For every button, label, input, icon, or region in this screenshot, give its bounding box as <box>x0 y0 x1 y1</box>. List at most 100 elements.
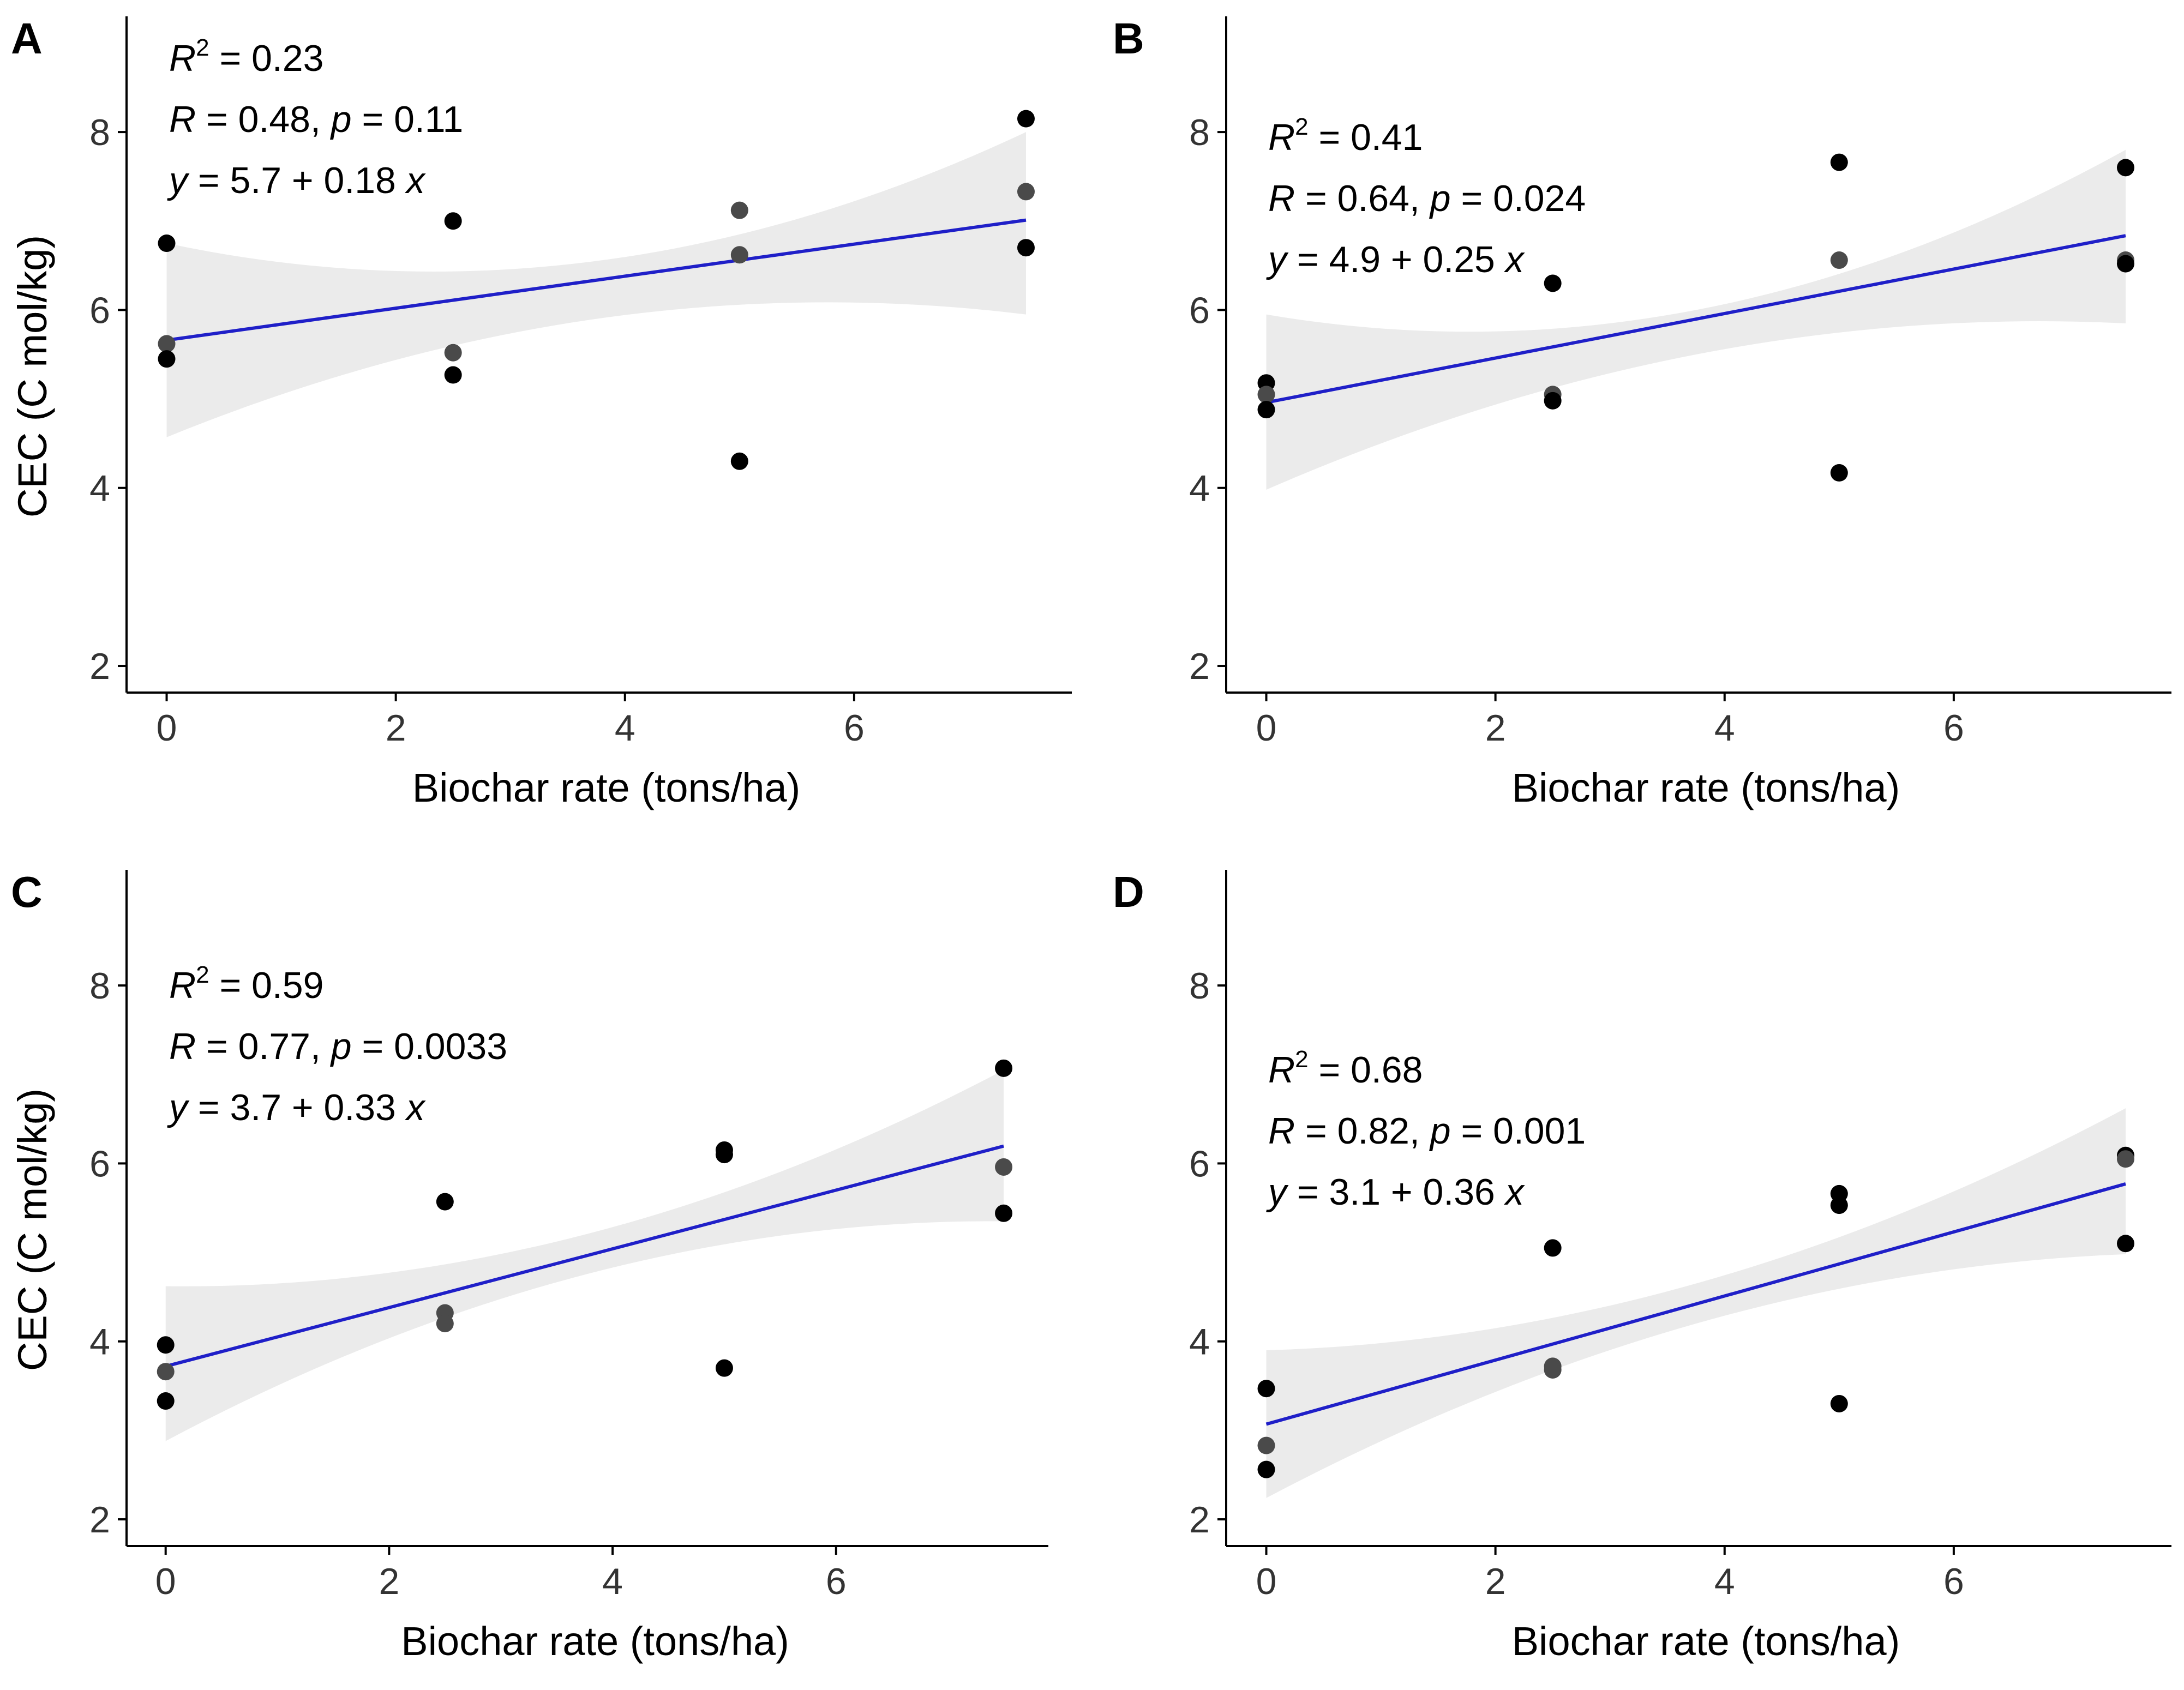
data-point <box>158 234 176 252</box>
y-tick-label: 4 <box>89 1321 110 1363</box>
x-tick-label: 4 <box>602 1561 623 1602</box>
regression-line <box>1265 1182 2126 1426</box>
data-point <box>444 212 462 230</box>
x-tick-label: 6 <box>1943 707 1964 749</box>
y-tick-label: 6 <box>89 290 110 331</box>
x-tick-label: 0 <box>1256 1561 1277 1602</box>
r-squared-label: R2 = 0.68 <box>1268 1046 1423 1091</box>
data-point <box>995 1158 1013 1176</box>
data-point <box>157 1336 175 1354</box>
data-point <box>436 1315 454 1333</box>
y-tick-label: 8 <box>89 112 110 153</box>
y-axis-title: CEC (C mol/kg) <box>10 235 55 518</box>
x-axis-title: Biochar rate (tons/ha) <box>1512 765 1900 810</box>
data-point <box>715 1146 733 1164</box>
y-tick-label: 2 <box>1189 646 1210 687</box>
data-point <box>1257 401 1275 419</box>
regression-line <box>166 218 1027 342</box>
y-tick-label: 2 <box>1189 1499 1210 1541</box>
x-tick-label: 0 <box>157 707 177 749</box>
r-squared-label: R2 = 0.41 <box>1268 113 1423 158</box>
regression-line <box>1265 234 2126 405</box>
equation-label: y = 4.9 + 0.25 x <box>1266 239 1525 280</box>
data-point <box>1257 1460 1275 1478</box>
panel-c: C 2 4 6 8 0 2 4 6 Biochar rate (tons/ha) CEC (C mo… <box>10 868 1048 1664</box>
regression-line <box>165 1144 1004 1368</box>
y-axis-title: CEC (C mol/kg) <box>10 235 55 518</box>
panel-letter: C <box>11 868 43 916</box>
x-tick-label: 4 <box>1714 1561 1735 1602</box>
data-point <box>2116 1150 2134 1168</box>
x-tick-label: 4 <box>615 707 635 749</box>
data-point <box>158 350 176 368</box>
data-point <box>158 335 176 353</box>
x-axis-title: Biochar rate (tons/ha) <box>412 765 801 810</box>
confidence-band <box>166 132 1026 437</box>
data-point <box>2116 1235 2134 1253</box>
y-tick-label: 2 <box>89 646 110 687</box>
correlation-label: R = 0.77, p = 0.0033 <box>169 1026 507 1067</box>
x-axis-title: Biochar rate (tons/ha) <box>1512 1619 1900 1664</box>
correlation-label: R = 0.64, p = 0.024 <box>1268 178 1586 219</box>
x-tick-label: 0 <box>1256 707 1277 749</box>
data-point <box>730 201 748 219</box>
data-point <box>1830 153 1848 171</box>
data-point <box>157 1363 175 1381</box>
y-tick-label: 4 <box>89 468 110 509</box>
data-point <box>1257 1380 1275 1398</box>
data-point <box>1544 274 1562 292</box>
panel-d: D 2 4 6 8 0 2 4 6 Biochar rate (tons/ha) CEC (C mo… <box>10 868 2171 1664</box>
panel-letter: A <box>11 14 43 63</box>
data-point <box>1544 1361 1562 1379</box>
data-point <box>436 1193 454 1211</box>
data-point <box>1830 1394 1848 1412</box>
data-point <box>1257 386 1275 404</box>
y-tick-label: 8 <box>89 965 110 1007</box>
r-squared-label: R2 = 0.23 <box>169 34 323 79</box>
data-point <box>1544 1239 1562 1257</box>
correlation-label: R = 0.82, p = 0.001 <box>1268 1110 1586 1152</box>
data-point <box>2116 255 2134 273</box>
x-tick-label: 2 <box>379 1561 399 1602</box>
panel-letter: D <box>1113 868 1144 916</box>
x-tick-label: 0 <box>155 1561 176 1602</box>
y-tick-label: 8 <box>1189 112 1210 153</box>
y-tick-label: 4 <box>1189 1321 1210 1363</box>
x-tick-label: 2 <box>386 707 406 749</box>
equation-label: y = 3.1 + 0.36 x <box>1266 1171 1525 1213</box>
r-squared-label: R2 = 0.59 <box>169 961 323 1006</box>
data-point <box>1830 251 1848 269</box>
y-tick-label: 6 <box>89 1143 110 1184</box>
data-point <box>1544 392 1562 410</box>
equation-label: y = 3.7 + 0.33 x <box>167 1087 426 1128</box>
data-point <box>1017 110 1035 128</box>
x-tick-label: 2 <box>1485 707 1506 749</box>
data-point <box>730 246 748 264</box>
y-axis-title: CEC (C mol/kg) <box>10 1088 55 1371</box>
x-tick-label: 6 <box>844 707 865 749</box>
data-point <box>2116 159 2134 177</box>
equation-label: y = 5.7 + 0.18 x <box>167 160 426 201</box>
data-point <box>995 1059 1013 1077</box>
panel-letter: B <box>1113 14 1144 63</box>
x-tick-label: 6 <box>826 1561 847 1602</box>
data-point <box>1830 464 1848 482</box>
y-tick-label: 6 <box>1189 290 1210 331</box>
y-tick-label: 6 <box>1189 1143 1210 1184</box>
y-axis-title: CEC (C mol/kg) <box>10 1088 55 1371</box>
data-point <box>1830 1196 1848 1214</box>
x-tick-label: 6 <box>1943 1561 1964 1602</box>
x-tick-label: 4 <box>1714 707 1735 749</box>
data-point <box>995 1204 1013 1222</box>
correlation-label: R = 0.48, p = 0.11 <box>169 99 463 140</box>
data-point <box>157 1392 175 1410</box>
data-point <box>715 1359 733 1377</box>
data-point <box>1017 183 1035 201</box>
x-axis-title: Biochar rate (tons/ha) <box>401 1619 789 1664</box>
data-point <box>1257 1436 1275 1454</box>
y-tick-label: 4 <box>1189 468 1210 509</box>
y-tick-label: 8 <box>1189 965 1210 1007</box>
data-point <box>1017 239 1035 257</box>
panel-b: B 2 4 6 8 0 2 4 6 Biochar rate (tons/ha) CEC (C mo… <box>10 14 2171 810</box>
data-point <box>444 366 462 384</box>
